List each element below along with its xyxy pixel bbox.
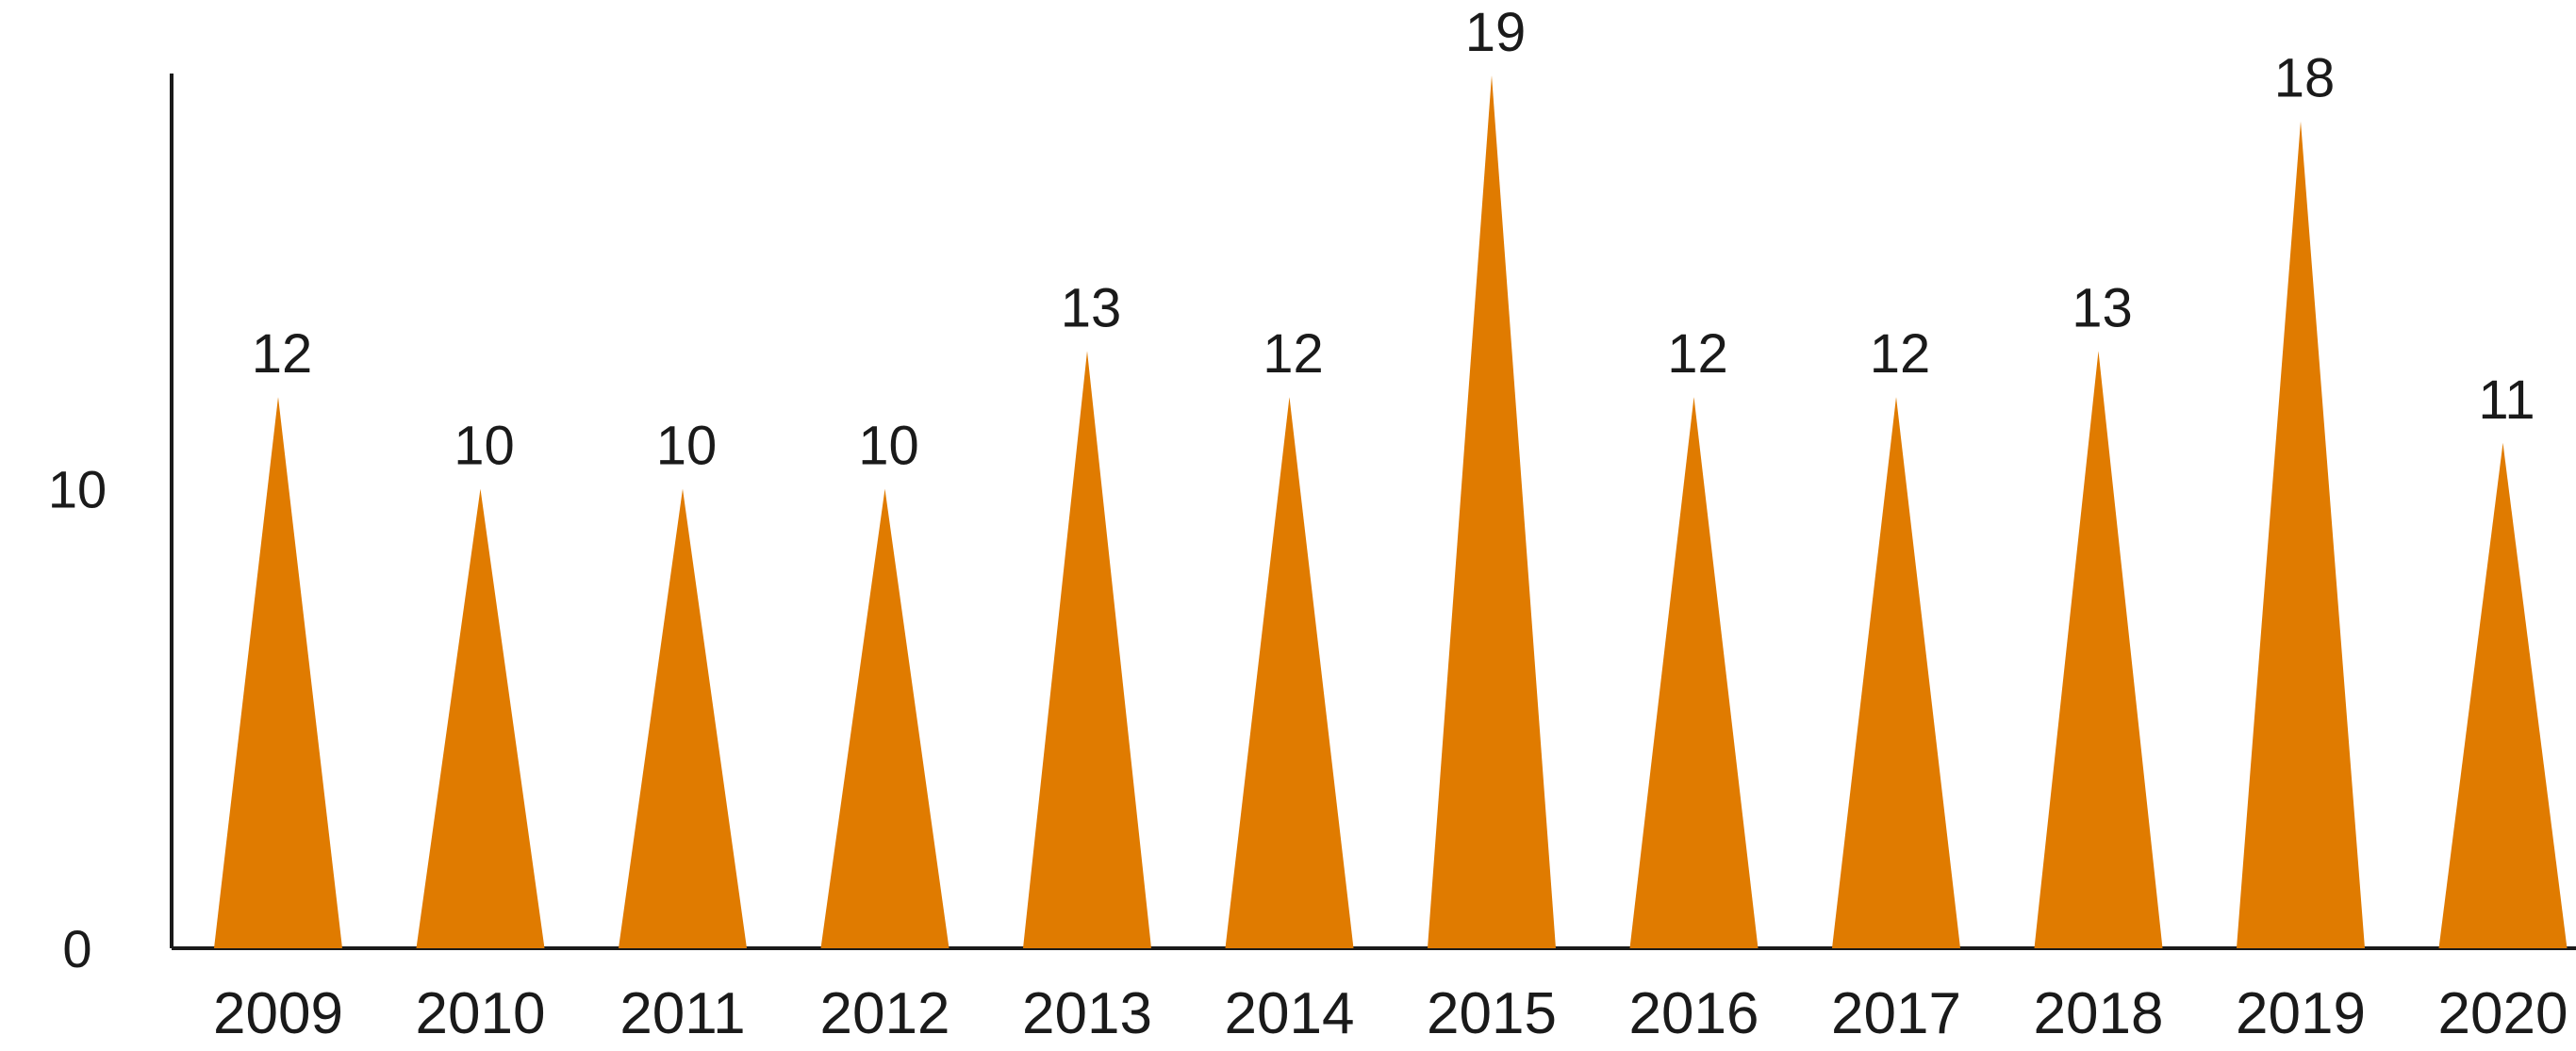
x-tick-label-2010: 2010 — [416, 981, 546, 1046]
bar-2011 — [619, 488, 747, 948]
x-tick-label-2009: 2009 — [213, 981, 343, 1046]
data-label-2014: 12 — [1263, 323, 1324, 385]
data-label-2015: 19 — [1465, 2, 1527, 63]
x-tick-label-2016: 2016 — [1629, 981, 1759, 1046]
bar-2014 — [1225, 397, 1354, 948]
bar-marks — [214, 75, 2568, 949]
bar-2012 — [820, 488, 949, 948]
bar-2018 — [2034, 351, 2163, 949]
axes — [170, 74, 2576, 950]
x-tick-label-2012: 2012 — [820, 981, 950, 1046]
x-tick-label-2018: 2018 — [2034, 981, 2164, 1046]
bar-2009 — [214, 397, 342, 948]
x-tick-label-2014: 2014 — [1225, 981, 1355, 1046]
y-tick-label: 0 — [62, 919, 91, 978]
x-tick-label-2020: 2020 — [2438, 981, 2568, 1046]
data-label-2009: 12 — [252, 323, 313, 385]
data-label-2012: 10 — [858, 416, 919, 477]
bar-2013 — [1023, 351, 1151, 949]
data-label-2019: 18 — [2274, 48, 2336, 109]
bar-2020 — [2438, 442, 2568, 948]
data-label-2018: 13 — [2072, 277, 2133, 338]
y-tick-label: 10 — [48, 460, 107, 519]
data-labels: 12 10 10 10 13 12 19 12 12 13 18 11 — [252, 2, 2535, 477]
x-tick-label-2019: 2019 — [2236, 981, 2366, 1046]
data-label-2010: 10 — [454, 416, 515, 477]
bar-2015 — [1428, 75, 1556, 948]
data-label-2013: 13 — [1061, 277, 1122, 338]
bar-2019 — [2237, 121, 2365, 949]
x-tick-label-2013: 2013 — [1022, 981, 1152, 1046]
x-tick-label-2011: 2011 — [619, 981, 745, 1046]
x-tick-label-2017: 2017 — [1831, 981, 1961, 1046]
x-axis-category-labels: 2009 2010 2011 2012 2013 2014 2015 2016 2017 2018… — [213, 981, 2568, 1046]
data-label-2017: 12 — [1870, 323, 1931, 385]
x-tick-label-2015: 2015 — [1427, 981, 1557, 1046]
data-label-2020: 11 — [2478, 369, 2535, 431]
bar-2016 — [1629, 397, 1759, 948]
data-label-2016: 12 — [1667, 323, 1728, 385]
bar-2017 — [1832, 397, 1960, 948]
y-axis-ticks: 0 10 — [48, 460, 107, 978]
data-label-2011: 10 — [656, 416, 718, 477]
bar-2010 — [416, 488, 545, 948]
